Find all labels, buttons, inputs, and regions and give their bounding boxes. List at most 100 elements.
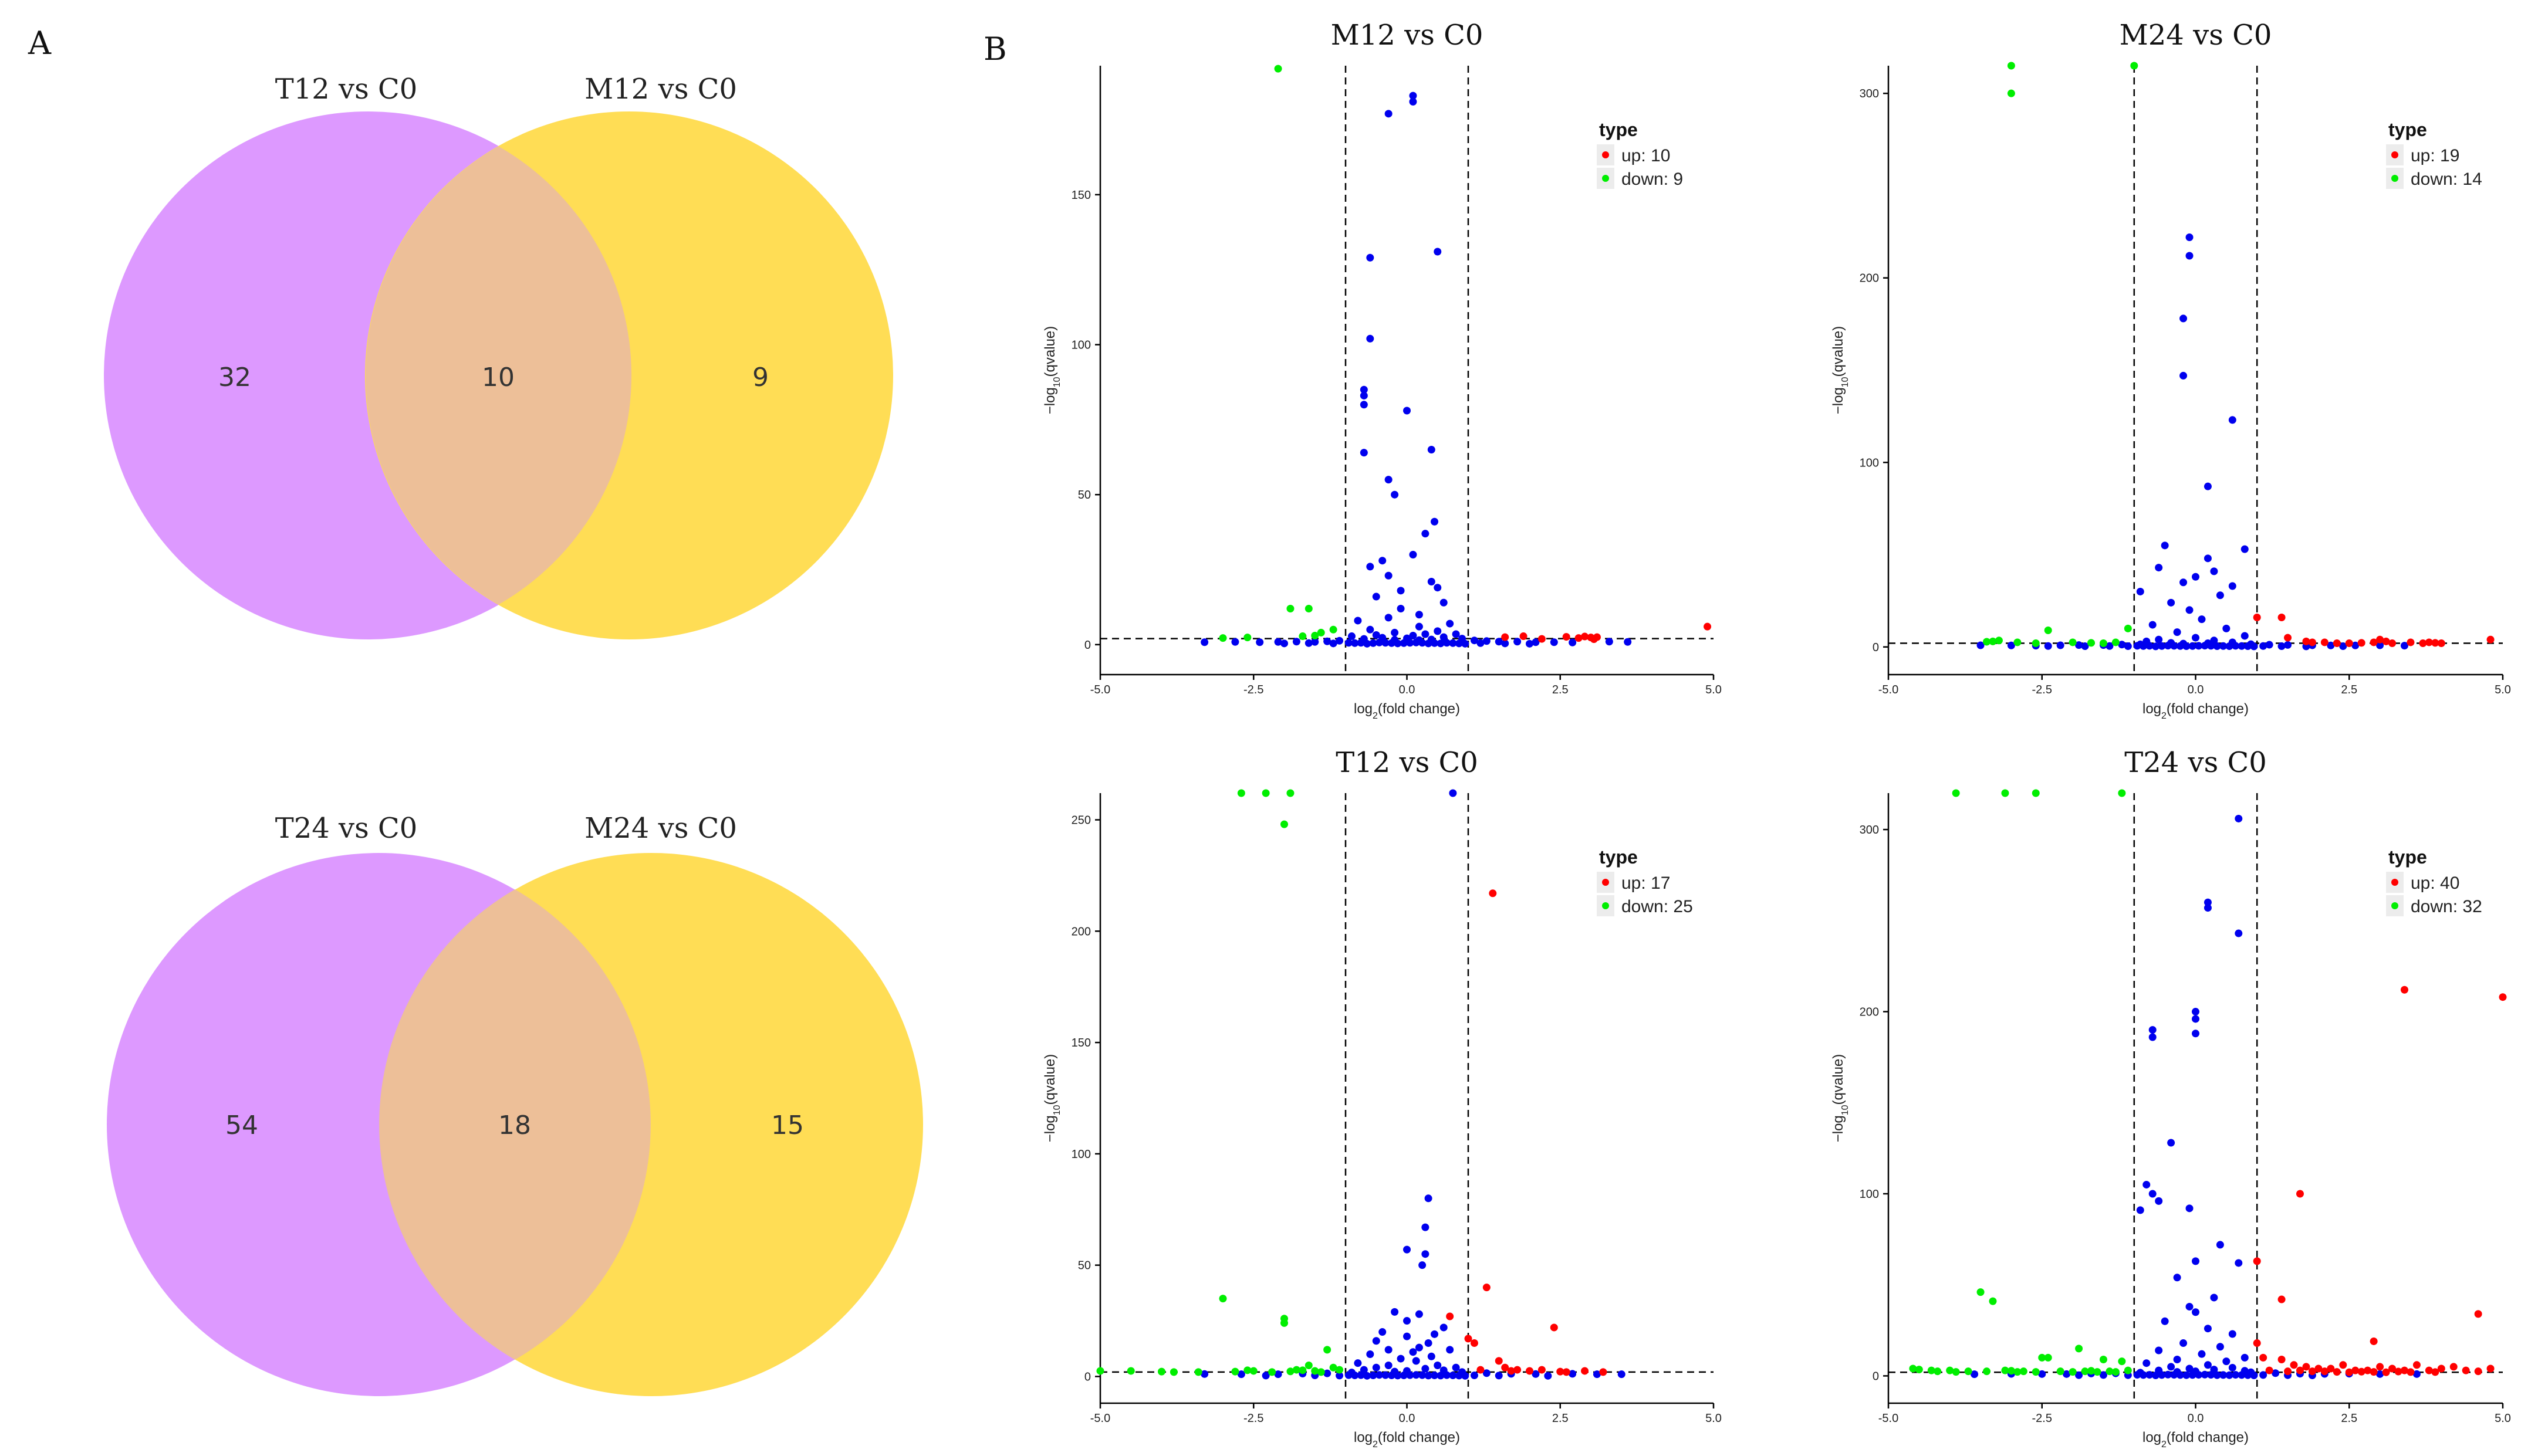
data-point-up (1507, 1367, 1515, 1375)
data-point-ns (2161, 1317, 2169, 1325)
data-point-ns (1323, 637, 1331, 645)
data-point-ns (2250, 1372, 2258, 1380)
data-point-up (2431, 639, 2439, 647)
data-point-ns (1409, 92, 1417, 100)
y-tick-label: 0 (1084, 639, 1091, 652)
data-point-down (1280, 820, 1288, 828)
data-point-ns (1397, 605, 1405, 613)
data-point-up (2425, 638, 2433, 646)
data-point-up (2388, 1364, 2397, 1373)
data-point-ns (2155, 1197, 2163, 1205)
data-point-up (2351, 1366, 2360, 1374)
data-point-ns (2198, 615, 2206, 624)
venn-count-overlap-12h: 10 (482, 363, 515, 392)
data-point-ns (2216, 1241, 2224, 1249)
data-point-up (2253, 613, 2261, 621)
data-point-ns (2185, 233, 2194, 242)
y-tick-label: 0 (1084, 1370, 1091, 1383)
data-point-down (2038, 1353, 2046, 1362)
data-point-ns (1366, 1350, 1374, 1358)
venn-diagram-24h: T24 vs C0 M24 vs C0 54 18 15 (107, 812, 923, 1396)
data-point-down (1286, 605, 1295, 613)
data-point-ns (2272, 1369, 2280, 1377)
volcano-title: M12 vs C0 (1331, 19, 1483, 52)
data-point-ns (1569, 1370, 1577, 1378)
data-point-ns (1409, 632, 1417, 640)
data-point-down (1946, 1366, 1954, 1374)
data-point-down (2118, 1357, 2126, 1366)
data-point-up (2425, 1366, 2433, 1374)
data-point-down (2069, 1368, 2077, 1376)
data-point-ns (2204, 482, 2212, 490)
data-point-ns (1360, 391, 1368, 399)
data-point-down (2007, 89, 2015, 97)
y-tick-label: 100 (1860, 456, 1879, 469)
data-point-ns (2081, 642, 2089, 651)
data-point-down (1927, 1366, 1935, 1374)
data-point-ns (2204, 898, 2212, 906)
data-point-ns (1532, 1370, 1540, 1378)
data-point-down (1280, 1319, 1288, 1327)
data-point-ns (2210, 1294, 2218, 1302)
data-point-ns (2161, 541, 2169, 550)
x-tick-label: 5.0 (2495, 683, 2511, 696)
y-tick-label: 0 (1873, 641, 1879, 654)
data-point-ns (1446, 1346, 1454, 1354)
data-point-ns (1363, 639, 1371, 648)
data-point-up (1537, 1366, 1546, 1374)
data-point-ns (2225, 1371, 2233, 1379)
data-point-up (1581, 1367, 1589, 1375)
data-point-up (2419, 639, 2427, 648)
data-point-ns (2235, 814, 2243, 822)
legend-label-up: up: 10 (1621, 146, 1670, 165)
legend-label-down: down: 14 (2411, 170, 2482, 189)
data-point-ns (2176, 642, 2184, 650)
data-point-ns (1455, 639, 1463, 648)
y-tick-label: 150 (1072, 189, 1091, 202)
x-tick-label: -5.0 (1878, 683, 1898, 696)
data-point-up (2407, 638, 2415, 646)
data-point-ns (2207, 1371, 2215, 1379)
data-point-ns (1384, 571, 1393, 580)
data-point-down (1976, 1288, 1985, 1296)
data-point-ns (1372, 1363, 1380, 1372)
x-tick-label: -2.5 (2032, 683, 2052, 696)
data-point-ns (2243, 642, 2252, 651)
data-point-ns (1424, 1339, 1432, 1347)
data-point-down (2032, 789, 2040, 797)
data-point-up (1526, 1367, 1533, 1375)
data-point-ns (1231, 638, 1239, 646)
legend-title: type (2388, 846, 2427, 868)
data-point-ns (2148, 1190, 2157, 1198)
data-point-ns (2179, 578, 2188, 587)
data-point-ns (1424, 1194, 1432, 1203)
data-point-ns (1439, 598, 1448, 607)
data-point-down (1915, 1366, 1923, 1374)
data-point-down (1286, 1367, 1295, 1376)
data-point-ns (2238, 642, 2246, 650)
data-point-down (2111, 1368, 2120, 1376)
data-point-down (1194, 1368, 1202, 1376)
data-point-ns (1311, 638, 1319, 646)
data-point-ns (1427, 1352, 1435, 1360)
data-point-ns (1544, 1372, 1552, 1380)
data-point-up (2357, 1367, 2365, 1376)
data-point-ns (1372, 631, 1380, 639)
data-point-up (2333, 1368, 2341, 1376)
x-tick-label: -2.5 (1243, 683, 1263, 696)
legend-label-down: down: 32 (2411, 897, 2482, 916)
data-point-down (1317, 628, 1325, 636)
data-point-ns (1201, 1370, 1209, 1378)
data-point-down (1219, 1295, 1227, 1303)
data-point-down (2099, 1355, 2107, 1363)
data-point-ns (1354, 1359, 1362, 1367)
data-point-ns (1384, 476, 1393, 484)
y-tick-label: 100 (1072, 1148, 1091, 1161)
data-point-ns (2145, 1371, 2154, 1379)
data-point-down (1305, 1361, 1313, 1369)
data-point-ns (1366, 334, 1374, 343)
y-tick-label: 150 (1072, 1037, 1091, 1049)
data-point-down (1909, 1364, 1917, 1373)
data-point-ns (2133, 642, 2141, 650)
data-point-down (1158, 1367, 1165, 1376)
